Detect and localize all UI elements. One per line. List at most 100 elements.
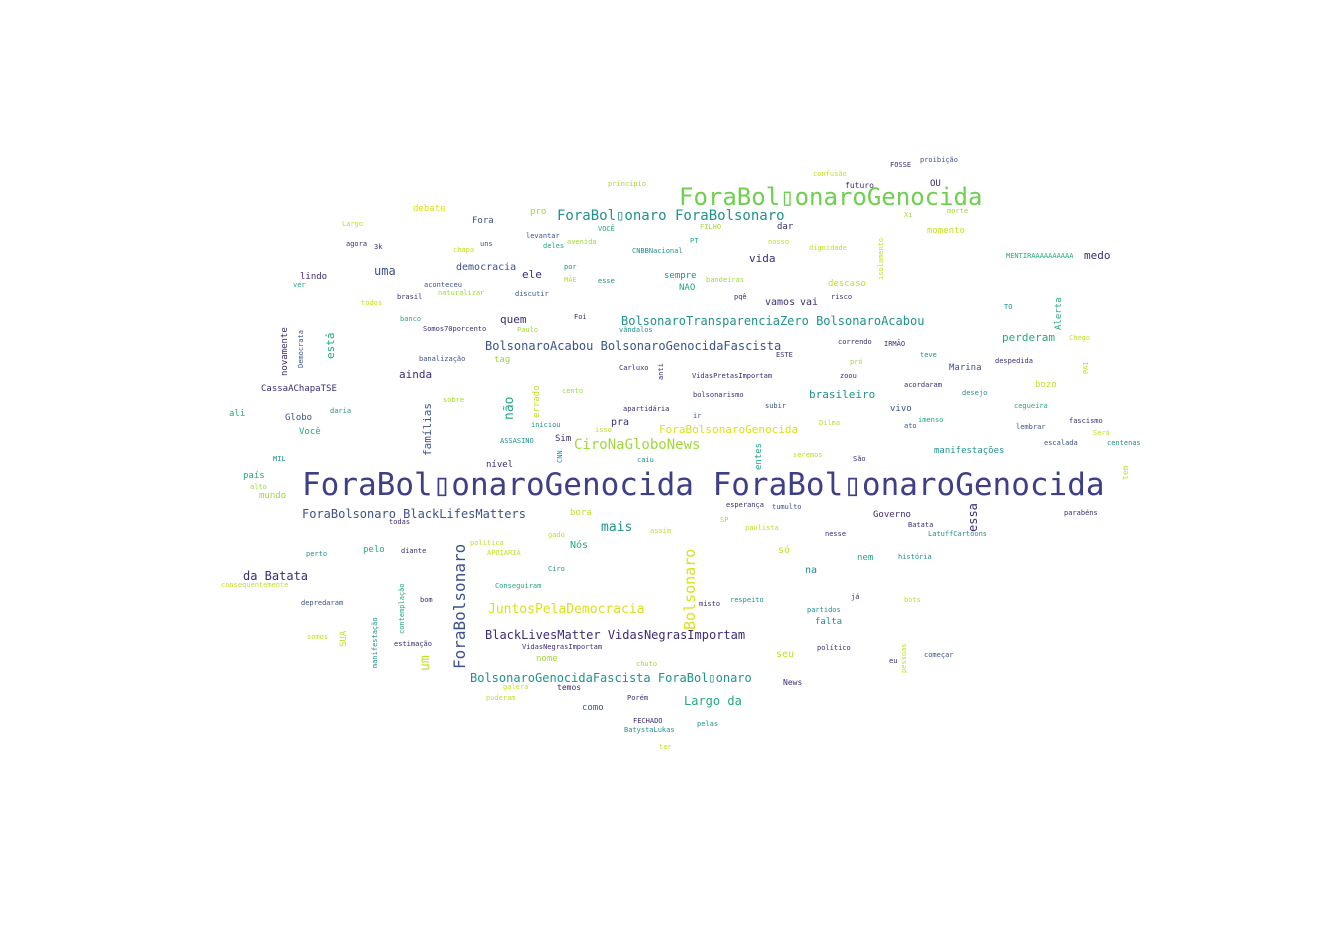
word-cloud-word: Sim xyxy=(555,434,572,444)
word-cloud-word: temos xyxy=(557,683,582,692)
word-cloud-word: Bolsonaro xyxy=(681,548,699,630)
word-cloud-word: galera xyxy=(503,683,529,691)
word-cloud-word: manifestação xyxy=(371,617,379,668)
word-cloud-word: manifestações xyxy=(934,446,1005,456)
word-cloud-word: PT xyxy=(690,237,699,245)
word-cloud-word: LatuffCartoons xyxy=(928,530,988,538)
word-cloud-word: vai xyxy=(800,297,819,308)
word-cloud-word: consequentemente xyxy=(221,581,289,589)
word-cloud-word: isolamento xyxy=(877,237,885,280)
word-cloud-word: tem xyxy=(1121,465,1130,480)
word-cloud-word: isso xyxy=(595,426,612,434)
word-cloud-word: Dilma xyxy=(819,419,841,427)
word-cloud-word: discutir xyxy=(515,290,549,298)
word-cloud-word: Alerta xyxy=(1054,297,1064,330)
word-cloud-word: por xyxy=(564,263,577,271)
word-cloud-word: fascismo xyxy=(1069,417,1103,425)
word-cloud-word: contemplação xyxy=(398,583,406,634)
word-cloud-word: Porém xyxy=(627,694,649,702)
word-cloud-word: história xyxy=(898,553,932,561)
word-cloud-word: ter xyxy=(659,743,672,751)
word-cloud-word: deles xyxy=(543,242,565,250)
word-cloud-word: subir xyxy=(765,402,787,410)
word-cloud-word: TO xyxy=(1004,303,1013,311)
word-cloud-word: VOCÊ xyxy=(598,225,615,233)
word-cloud-word: seremos xyxy=(793,451,823,459)
word-cloud-word: ForaBolsonaro BlackLifesMatters xyxy=(302,507,526,521)
word-cloud-word: 3k xyxy=(374,243,383,251)
word-cloud-word: pró xyxy=(850,358,863,366)
word-cloud-word: SP xyxy=(720,516,729,524)
word-cloud-word: aconteceu xyxy=(424,281,462,289)
word-cloud-word: essa xyxy=(966,503,980,532)
word-cloud-word: IRMÃO xyxy=(884,340,906,348)
word-cloud-word: naturalizar xyxy=(438,289,485,297)
word-cloud-word: Nós xyxy=(570,540,589,551)
word-cloud-word: Carluxo xyxy=(619,364,649,372)
word-cloud-word: vivo xyxy=(890,404,912,414)
word-cloud-word: futuro xyxy=(845,181,874,190)
word-cloud-word: depredaram xyxy=(301,599,344,607)
word-cloud-word: momento xyxy=(927,226,965,236)
word-cloud-word: esperança xyxy=(726,501,764,509)
word-cloud-word: Foi xyxy=(574,313,587,321)
word-cloud-word: Largo da xyxy=(684,694,742,708)
word-cloud-word: bandeiras xyxy=(706,276,744,284)
word-cloud-word: bora xyxy=(570,508,592,518)
word-cloud-word: NAO xyxy=(679,283,696,293)
word-cloud-word: perderam xyxy=(1002,331,1055,344)
word-cloud-word: sempre xyxy=(664,271,697,281)
word-cloud-word: bom xyxy=(420,596,433,604)
word-cloud-word: ir xyxy=(693,412,702,420)
word-cloud-word: banco xyxy=(400,315,422,323)
word-cloud-word: Você xyxy=(299,427,321,437)
word-cloud-word: escalada xyxy=(1044,439,1078,447)
word-cloud-word: pra xyxy=(611,417,630,428)
word-cloud-word: ato xyxy=(904,422,917,430)
word-cloud-word: descaso xyxy=(828,279,866,289)
word-cloud-word: bozo xyxy=(1035,380,1057,390)
word-cloud-word: como xyxy=(582,703,604,713)
word-cloud-word: correndo xyxy=(838,338,872,346)
word-cloud-word: levantar xyxy=(526,232,560,240)
word-cloud-word: ForaBol▯onaro ForaBolsonaro xyxy=(557,208,785,224)
word-cloud-word: entes xyxy=(754,442,764,470)
word-cloud-word: alto xyxy=(250,483,267,491)
word-cloud-word: princípio xyxy=(608,180,646,188)
word-cloud-word: está xyxy=(324,332,337,360)
word-cloud-word: iniciou xyxy=(531,421,561,429)
word-cloud-word: MENTIRAAAAAAAAAA xyxy=(1006,252,1074,260)
word-cloud-word: famílias xyxy=(421,403,434,456)
word-cloud-word: nosso xyxy=(768,238,790,246)
word-cloud-word: CiroNaGloboNews xyxy=(574,437,701,453)
word-cloud-word: parabéns xyxy=(1064,509,1098,517)
word-cloud-word: Governo xyxy=(873,510,911,520)
word-cloud-word: nome xyxy=(536,654,558,664)
word-cloud-word: proibição xyxy=(920,156,958,164)
word-cloud-word: falta xyxy=(815,617,843,627)
word-cloud-word: imenso xyxy=(918,416,944,424)
word-cloud-word: já xyxy=(851,593,860,601)
word-cloud-word: lembrar xyxy=(1016,423,1046,431)
word-cloud-word: MÃE xyxy=(564,276,577,284)
word-cloud-word: BlackLivesMatter VidasNegrasImportam xyxy=(485,628,746,642)
word-cloud-word: Globo xyxy=(285,413,313,423)
word-cloud-word: BolsonaroTransparenciaZero BolsonaroAcab… xyxy=(621,314,925,328)
word-cloud-word: teve xyxy=(920,351,937,359)
word-cloud-word: diante xyxy=(401,547,427,555)
word-cloud-word: confusão xyxy=(813,170,847,178)
word-cloud-word: chuto xyxy=(636,660,658,668)
word-cloud-word: ali xyxy=(229,409,246,419)
word-cloud-word: vida xyxy=(749,252,776,265)
word-cloud-word: ForaBol▯onaroGenocida xyxy=(679,183,983,211)
word-cloud-word: nesse xyxy=(825,530,847,538)
word-cloud-word: Xi xyxy=(904,211,913,219)
word-cloud-word: chapa xyxy=(453,246,475,254)
word-cloud-word: FECHADO xyxy=(633,717,663,725)
word-cloud-word: mundo xyxy=(259,491,287,501)
word-cloud-word: vândalos xyxy=(619,326,653,334)
word-cloud-word: CassaAChapaTSE xyxy=(261,384,337,394)
word-cloud-word: mais xyxy=(601,520,633,535)
word-cloud-word: CNN xyxy=(556,450,564,463)
